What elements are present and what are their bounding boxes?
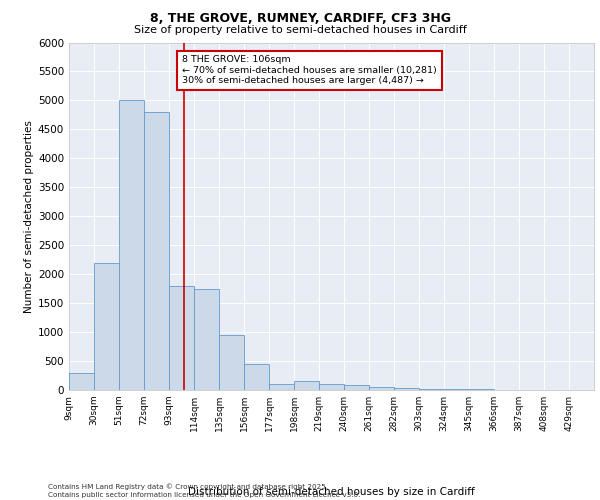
Text: Size of property relative to semi-detached houses in Cardiff: Size of property relative to semi-detach…: [134, 25, 466, 35]
Text: Contains HM Land Registry data © Crown copyright and database right 2025.
Contai: Contains HM Land Registry data © Crown c…: [48, 484, 361, 498]
X-axis label: Distribution of semi-detached houses by size in Cardiff: Distribution of semi-detached houses by …: [188, 487, 475, 497]
Bar: [444, 389, 469, 390]
Bar: [69, 372, 94, 390]
Bar: [369, 387, 394, 390]
Bar: [419, 389, 444, 390]
Bar: [119, 100, 144, 390]
Text: 8 THE GROVE: 106sqm
← 70% of semi-detached houses are smaller (10,281)
30% of se: 8 THE GROVE: 106sqm ← 70% of semi-detach…: [182, 55, 437, 85]
Bar: [394, 388, 419, 390]
Bar: [194, 288, 219, 390]
Bar: [144, 112, 169, 390]
Bar: [219, 335, 244, 390]
Bar: [294, 382, 319, 390]
Bar: [319, 384, 344, 390]
Bar: [244, 364, 269, 390]
Bar: [169, 286, 194, 390]
Y-axis label: Number of semi-detached properties: Number of semi-detached properties: [24, 120, 34, 312]
Bar: [269, 384, 294, 390]
Text: 8, THE GROVE, RUMNEY, CARDIFF, CF3 3HG: 8, THE GROVE, RUMNEY, CARDIFF, CF3 3HG: [149, 12, 451, 26]
Bar: [94, 262, 119, 390]
Bar: [344, 386, 369, 390]
